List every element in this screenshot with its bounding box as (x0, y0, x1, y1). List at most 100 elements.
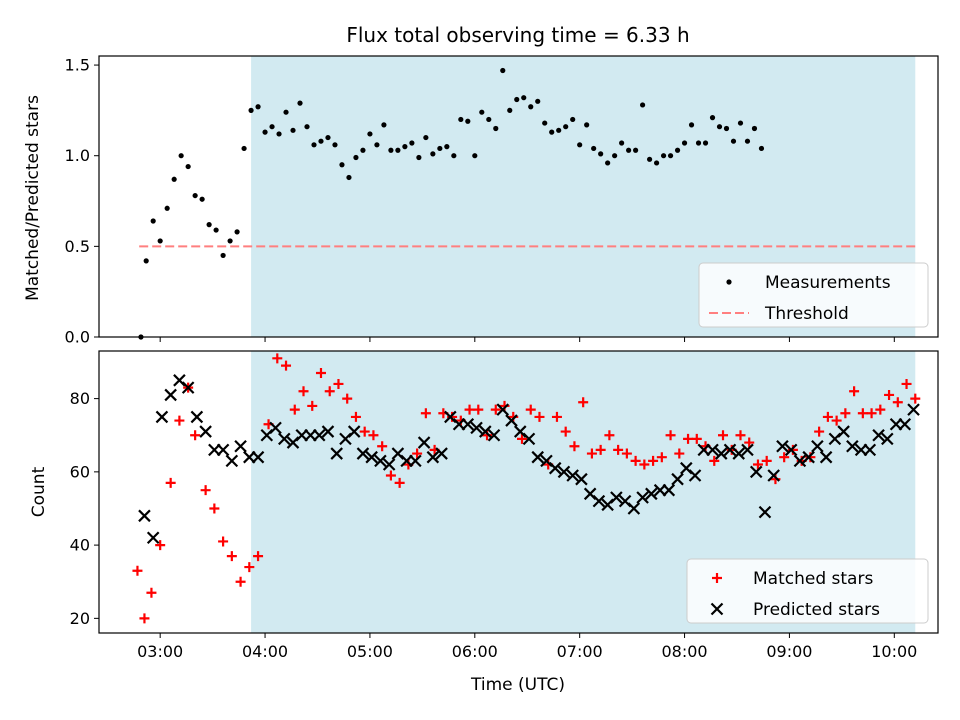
measurement-point (416, 154, 422, 161)
measurement-point (730, 138, 737, 144)
matched-star-point (674, 448, 685, 459)
predicted-star-point (767, 469, 780, 482)
matched-star-point (875, 404, 886, 415)
predicted-star-point (802, 450, 815, 464)
predicted-star-point (365, 450, 378, 464)
predicted-star-point (566, 469, 579, 482)
matched-star-point (595, 444, 606, 455)
measurement-point (290, 127, 296, 133)
measurement-point (402, 144, 408, 150)
measurement-point (591, 145, 597, 152)
predicted-star-point (610, 491, 623, 504)
predicted-star-point (863, 443, 877, 457)
measurement-point (325, 134, 331, 141)
predicted-star-point (461, 417, 475, 431)
matched-star-point (342, 393, 353, 404)
measurement-point (199, 196, 205, 202)
y-tick-label: 20 (70, 609, 90, 628)
measurement-point (171, 176, 177, 182)
predicted-star-point (776, 439, 789, 453)
matched-star-point (281, 360, 292, 371)
predicted-star-point (278, 432, 291, 446)
matched-star-point (272, 353, 283, 364)
matched-star-point (315, 367, 326, 378)
matched-star-point (752, 459, 763, 470)
legend-box (686, 558, 929, 624)
matched-star-point (350, 411, 361, 422)
predicted-star-point (758, 505, 772, 519)
matched-star-point (209, 503, 220, 514)
matched-star-point (630, 455, 641, 466)
measurement-point (206, 222, 212, 228)
measurement-point (737, 120, 744, 126)
measurement-point (276, 131, 282, 137)
predicted-star-point (645, 487, 658, 501)
measurement-point (451, 153, 457, 159)
predicted-star-point (426, 450, 440, 464)
predicted-star-point (347, 425, 361, 438)
x-tick-label: 05:00 (347, 642, 393, 661)
measurement-point (227, 238, 233, 244)
matched-star-point (525, 404, 536, 415)
predicted-star-point (164, 388, 177, 402)
measurement-point (493, 125, 499, 132)
measurement-point (164, 205, 170, 211)
predicted-star-point (181, 381, 195, 394)
predicted-star-point (146, 531, 160, 545)
matched-star-point (621, 448, 632, 459)
matched-star-point (857, 408, 868, 419)
y-tick-label: 1.5 (65, 56, 90, 75)
matched-star-point (604, 430, 615, 441)
legend-label: Measurements (765, 273, 891, 293)
axes-frame (98, 350, 939, 634)
legend-predicted-marker (710, 602, 724, 616)
measurement-point (409, 140, 415, 146)
matched-star-point (289, 404, 300, 415)
legend: Matched stars Predicted stars (686, 558, 929, 624)
predicted-star-point (505, 414, 518, 427)
measurement-point (570, 116, 576, 123)
measurement-point (318, 138, 324, 144)
matched-star-point (155, 540, 166, 551)
matched-star-point (718, 430, 729, 441)
x-tick-label: 08:00 (661, 642, 707, 661)
measurement-point (577, 142, 583, 148)
measurement-point (283, 109, 289, 115)
matched-star-point (412, 448, 423, 459)
measurement-point (262, 129, 268, 135)
measurement-point (220, 252, 226, 259)
matched-star-point (831, 415, 842, 426)
matched-star-point (613, 444, 624, 455)
matched-star-point (200, 485, 211, 496)
measurement-point (248, 107, 254, 113)
measurement-point (381, 122, 387, 128)
matched-star-point (910, 393, 921, 404)
legend-label: Predicted stars (753, 600, 880, 620)
predicted-star-point (225, 454, 239, 468)
measurement-point (744, 138, 751, 144)
legend-box (698, 262, 929, 328)
measurement-point (751, 125, 758, 132)
measurement-point (486, 116, 492, 123)
predicted-star-point (312, 428, 326, 442)
matched-star-point (569, 441, 580, 452)
measurement-point (702, 140, 709, 146)
predicted-star-point (898, 417, 912, 431)
measurement-point (255, 104, 261, 110)
predicted-star-point (793, 454, 807, 468)
measurement-point (360, 147, 366, 153)
matched-star-point (849, 386, 860, 397)
y-tick-label: 60 (70, 462, 90, 481)
top-y-axis-label: Matched/Predicted stars (23, 95, 43, 301)
measurement-point (430, 151, 436, 157)
measurement-point (612, 153, 618, 159)
measurement-point (388, 147, 394, 153)
predicted-star-point (575, 472, 588, 486)
matched-star-point (691, 433, 702, 444)
measurement-point (681, 140, 688, 146)
predicted-star-point (487, 428, 501, 442)
x-tick-label: 06:00 (452, 642, 498, 661)
matched-star-point (840, 408, 851, 419)
matched-star-point (235, 576, 246, 587)
